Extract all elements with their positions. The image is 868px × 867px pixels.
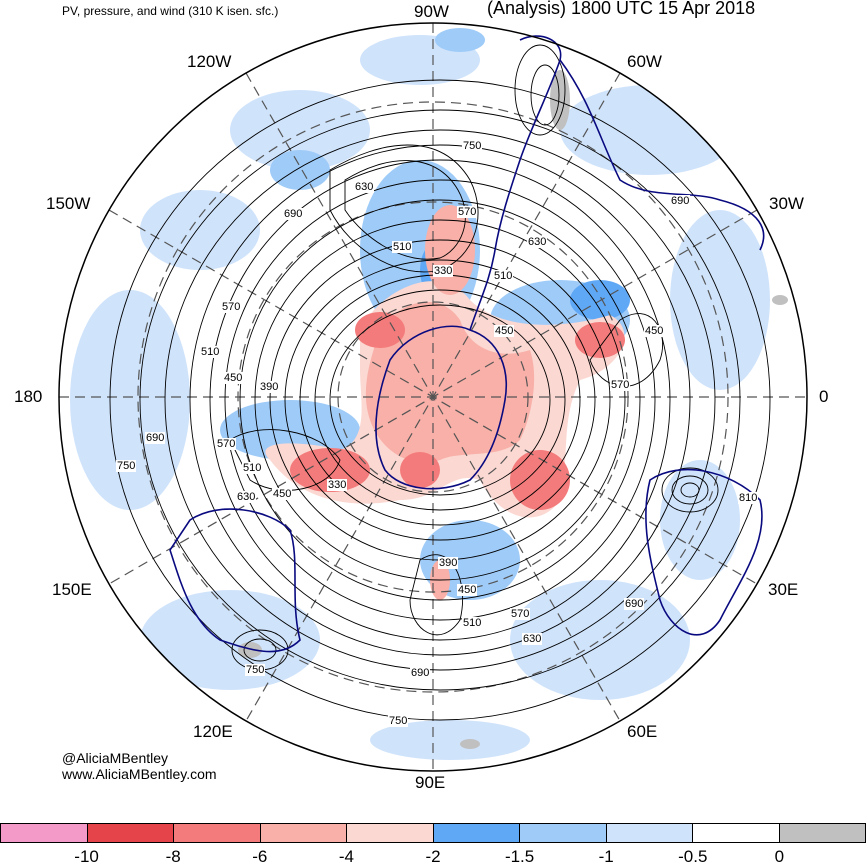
- credit-website: www.AliciaMBentley.com: [62, 766, 217, 782]
- colorbar-label: 0: [774, 847, 785, 866]
- lon-label-60e: 60E: [627, 722, 658, 741]
- map-boundary: [58, 22, 808, 772]
- contour-label: 630: [354, 181, 375, 193]
- contour-label: 450: [644, 325, 665, 337]
- lon-label-30e: 30E: [768, 580, 799, 599]
- lon-label-150w: 150W: [46, 194, 91, 213]
- contour-label: 510: [200, 346, 221, 358]
- contour-label: 390: [438, 557, 459, 569]
- contour-label: 510: [242, 462, 263, 474]
- contour-label: 570: [221, 301, 242, 313]
- colorbar-segment: [433, 824, 520, 842]
- contour-label: 750: [116, 460, 137, 472]
- contour-label: 330: [433, 265, 454, 277]
- contour-label: 570: [216, 438, 237, 450]
- lon-label-0: 0: [819, 387, 829, 406]
- colorbar-segment: [606, 824, 693, 842]
- pressure-contours: [109, 44, 771, 721]
- contour-label: 690: [410, 667, 431, 679]
- contour-label: 750: [245, 664, 266, 676]
- colorbar-segment: [693, 824, 780, 842]
- contour-label: 570: [457, 206, 478, 218]
- contour-label: 750: [388, 715, 409, 727]
- colorbar-label: -2: [425, 847, 441, 866]
- colorbar-label: -1: [598, 847, 614, 866]
- contour-label: 570: [610, 379, 631, 391]
- map-title: (Analysis) 1800 UTC 15 Apr 2018: [487, 0, 756, 18]
- colorbar-label: -8: [165, 847, 181, 866]
- contour-label: 450: [272, 488, 293, 500]
- contour-label: 450: [223, 372, 244, 384]
- lon-label-60w: 60W: [627, 52, 662, 71]
- lon-label-90w: 90W: [414, 2, 449, 21]
- colorbar-segment: [779, 824, 865, 842]
- graticule: [59, 23, 807, 771]
- lon-label-90e: 90E: [415, 773, 446, 792]
- colorbar-label: -1.5: [504, 847, 535, 866]
- contour-label: 690: [145, 432, 166, 444]
- lon-label-180: 180: [14, 387, 43, 406]
- contour-label: 750: [462, 140, 483, 152]
- contour-label: 630: [527, 236, 548, 248]
- contour-label: 630: [522, 633, 543, 645]
- contour-label: 330: [327, 479, 348, 491]
- coastlines: [169, 35, 765, 653]
- map-subtitle: PV, pressure, and wind (310 K isen. sfc.…: [62, 4, 279, 18]
- contour-label: 510: [392, 241, 413, 253]
- colorbar-segment: [347, 824, 434, 842]
- credit-handle: @AliciaMBentley: [62, 750, 169, 766]
- contour-label: 570: [510, 608, 531, 620]
- lon-label-150e: 150E: [52, 580, 92, 599]
- contour-label: 810: [738, 492, 759, 504]
- colorbar-segment: [174, 824, 261, 842]
- contour-label: 450: [494, 325, 515, 337]
- colorbar-label: -10: [74, 847, 99, 866]
- colorbar-label: -0.5: [678, 847, 708, 866]
- colorbar-segment: [520, 824, 607, 842]
- contour-label: 690: [670, 195, 691, 207]
- contour-label: 690: [283, 208, 304, 220]
- lon-label-120w: 120W: [187, 52, 232, 71]
- contour-label: 450: [457, 584, 478, 596]
- colorbar-label: -4: [338, 847, 354, 866]
- colorbar-segment: [260, 824, 347, 842]
- contour-label: 690: [624, 598, 645, 610]
- contour-label: 510: [493, 270, 514, 282]
- lon-label-30w: 30W: [769, 194, 804, 213]
- colorbar: [0, 823, 866, 843]
- colorbar-label: -6: [252, 847, 268, 866]
- colorbar-segment: [87, 824, 174, 842]
- contour-label: 390: [259, 381, 280, 393]
- colorbar-segment: [1, 824, 88, 842]
- lon-label-120e: 120E: [193, 722, 233, 741]
- polar-map: [58, 22, 808, 772]
- contour-label: 510: [462, 617, 483, 629]
- contour-label: 630: [236, 491, 257, 503]
